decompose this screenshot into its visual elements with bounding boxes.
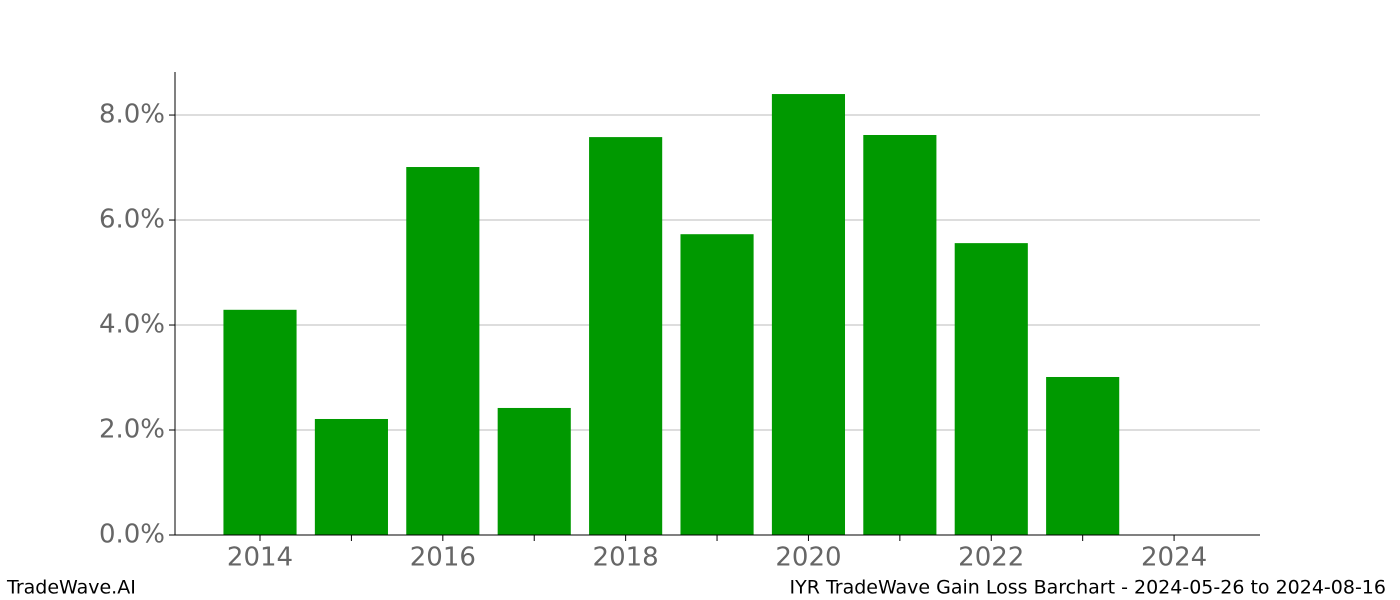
- x-tick-label: 2024: [1141, 543, 1207, 573]
- bar: [497, 407, 571, 535]
- y-tick-label: 4.0%: [99, 310, 165, 340]
- y-tick-label: 2.0%: [99, 415, 165, 445]
- y-tick-label: 0.0%: [99, 520, 165, 550]
- y-tick-label: 6.0%: [99, 205, 165, 235]
- footer-left: TradeWave.AI: [6, 577, 136, 599]
- y-tick-label: 8.0%: [99, 100, 165, 130]
- bar: [1046, 376, 1120, 535]
- x-tick-label: 2018: [593, 543, 659, 573]
- bar: [863, 134, 937, 535]
- x-tick-label: 2014: [227, 543, 293, 573]
- bar: [223, 309, 297, 535]
- bar: [771, 94, 846, 536]
- bar: [589, 137, 663, 536]
- x-tick-label: 2016: [410, 543, 476, 573]
- bar: [680, 234, 754, 535]
- x-tick-label: 2020: [775, 543, 841, 573]
- bar: [954, 243, 1028, 535]
- footer-right: IYR TradeWave Gain Loss Barchart - 2024-…: [790, 577, 1387, 599]
- x-tick-label: 2022: [958, 543, 1024, 573]
- bar: [406, 167, 480, 535]
- bar: [314, 418, 388, 535]
